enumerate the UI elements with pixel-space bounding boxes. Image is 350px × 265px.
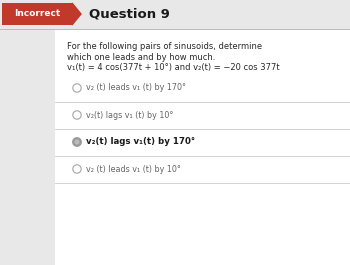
Circle shape bbox=[73, 84, 81, 92]
Bar bbox=[55, 30, 350, 265]
Bar bbox=[2, 3, 72, 25]
Text: v₂(t) lags v₁ (t) by 10°: v₂(t) lags v₁ (t) by 10° bbox=[86, 111, 174, 120]
Text: Incorrect: Incorrect bbox=[14, 10, 60, 19]
Circle shape bbox=[73, 165, 81, 173]
Text: Question 9: Question 9 bbox=[89, 7, 170, 20]
Text: v₁(t) = 4 cos(377t + 10°) and v₂(t) = −20 cos 377t: v₁(t) = 4 cos(377t + 10°) and v₂(t) = −2… bbox=[67, 63, 280, 72]
Circle shape bbox=[73, 111, 81, 119]
Bar bbox=[0, 30, 55, 265]
Text: which one leads and by how much.: which one leads and by how much. bbox=[67, 52, 215, 61]
Circle shape bbox=[73, 138, 81, 146]
Text: v₂ (t) leads v₁ (t) by 170°: v₂ (t) leads v₁ (t) by 170° bbox=[86, 83, 186, 92]
Text: For the following pairs of sinusoids, determine: For the following pairs of sinusoids, de… bbox=[67, 42, 262, 51]
Polygon shape bbox=[72, 3, 81, 25]
Text: v₂(t) lags v₁(t) by 170°: v₂(t) lags v₁(t) by 170° bbox=[86, 138, 195, 147]
Circle shape bbox=[75, 140, 79, 144]
Text: v₂ (t) leads v₁ (t) by 10°: v₂ (t) leads v₁ (t) by 10° bbox=[86, 165, 181, 174]
